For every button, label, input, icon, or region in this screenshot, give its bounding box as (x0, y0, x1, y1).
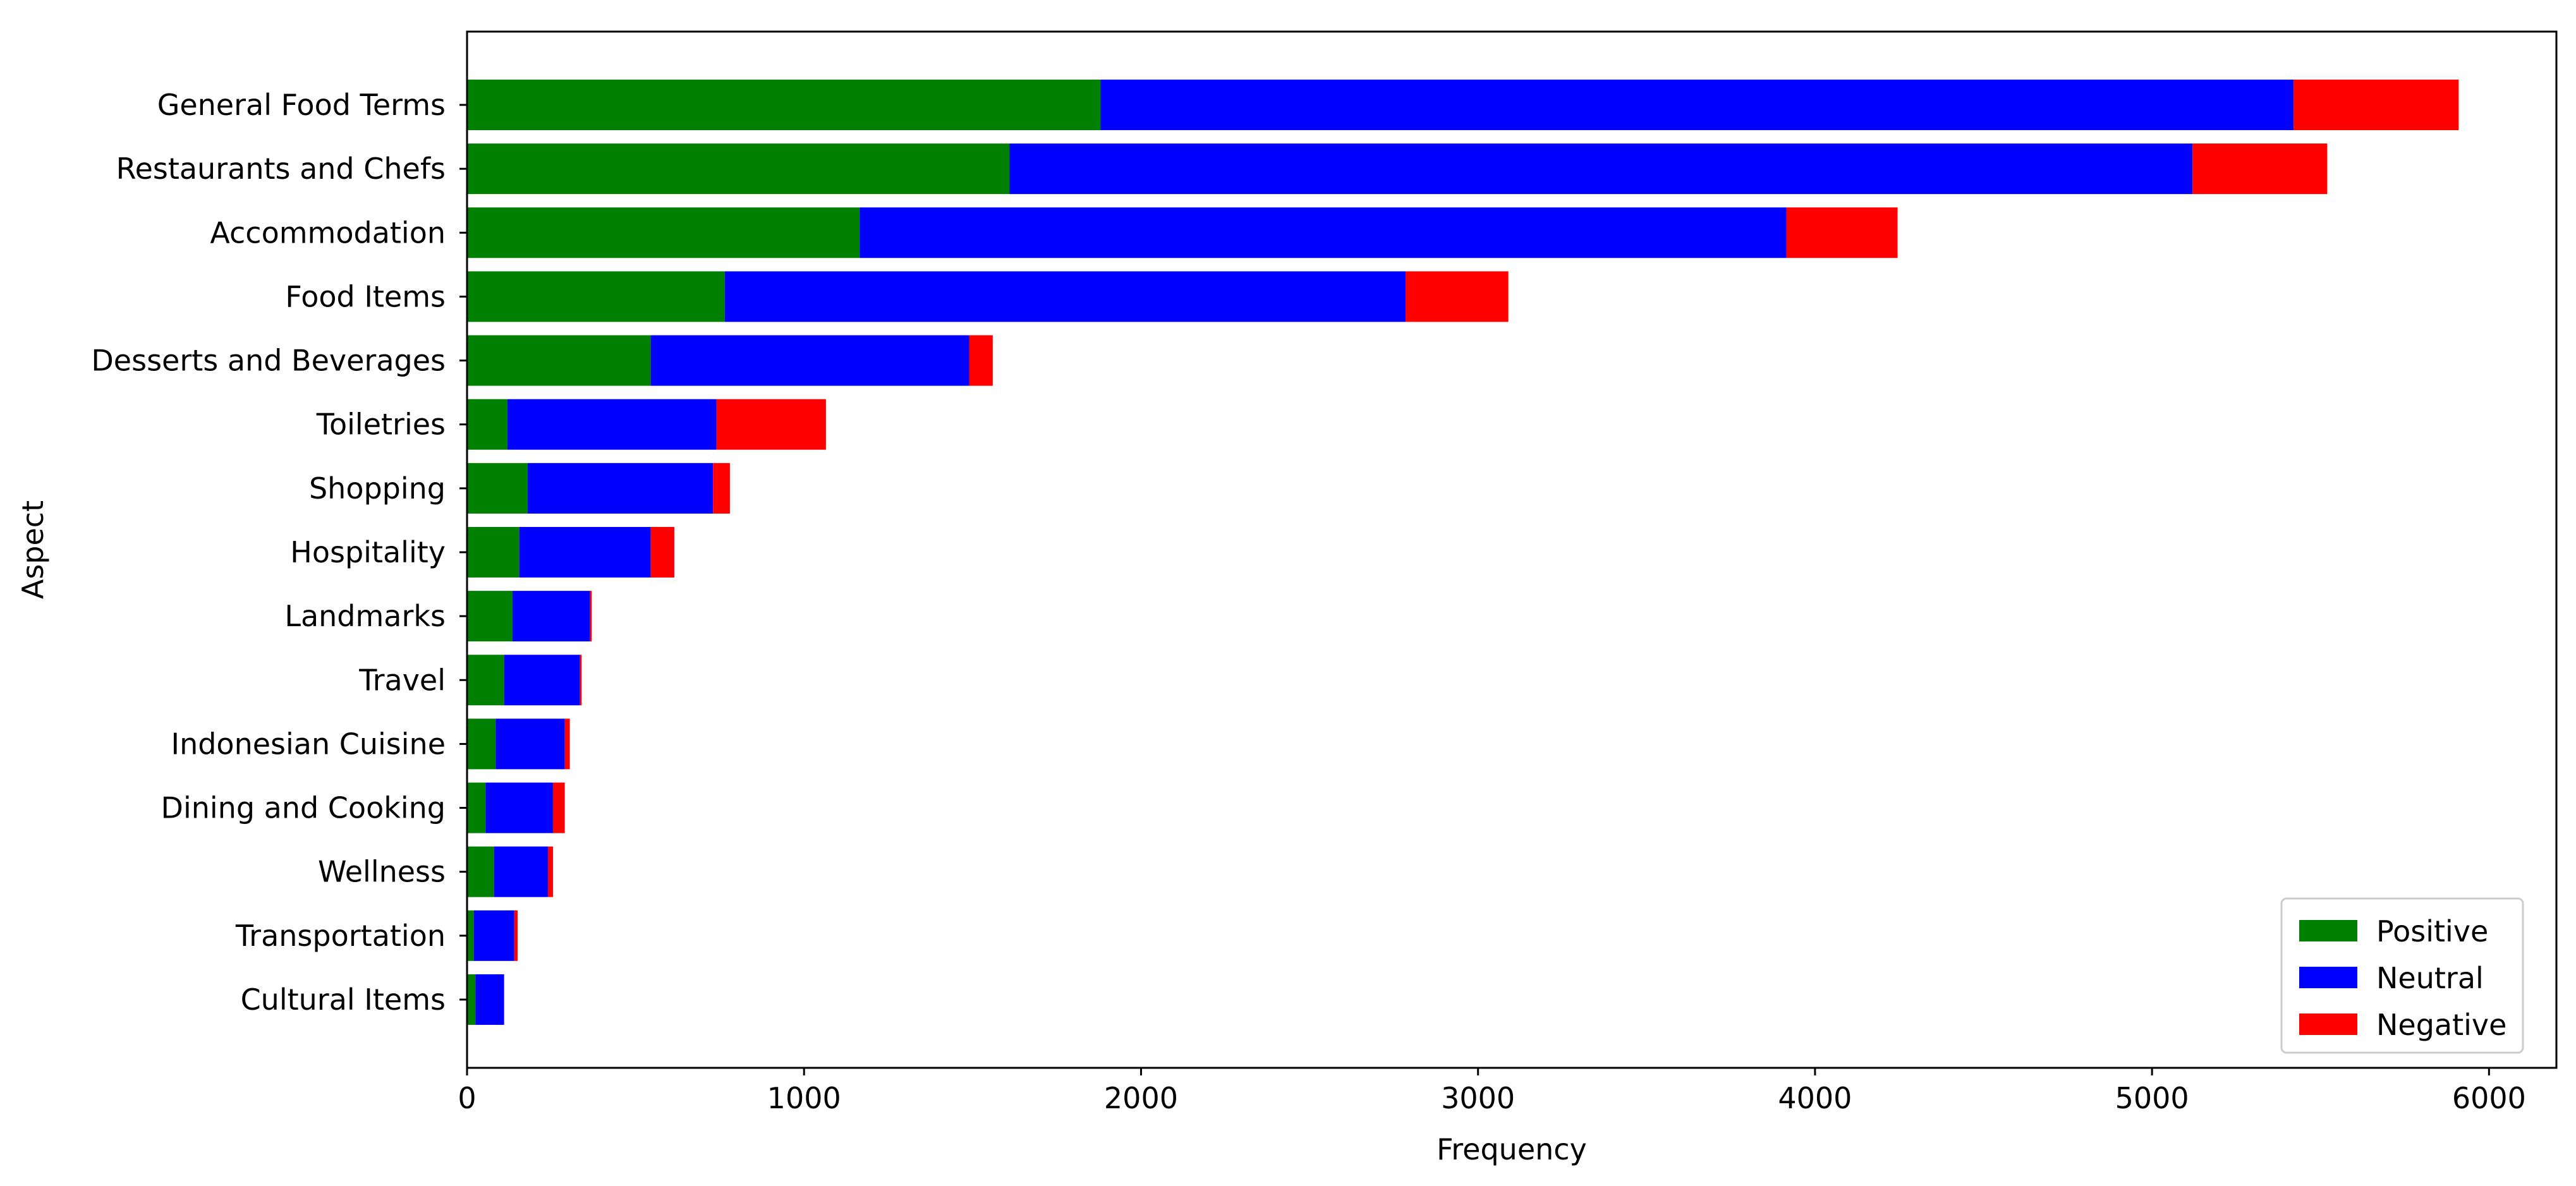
bar-negative (713, 463, 730, 514)
bar-neutral (1009, 143, 2193, 195)
y-tick-label: General Food Terms (157, 88, 446, 122)
y-tick-label: Cultural Items (241, 983, 446, 1017)
y-axis-title: Aspect (16, 500, 50, 599)
bar-neutral (724, 271, 1406, 322)
y-tick-label: Hospitality (290, 535, 446, 569)
bar-positive (467, 335, 651, 386)
bar-neutral (650, 335, 969, 386)
bar-positive (467, 143, 1010, 195)
bar-negative (2293, 80, 2459, 130)
y-tick-label: Dining and Cooking (161, 791, 446, 825)
x-tick-label: 0 (458, 1081, 476, 1115)
x-tick-label: 6000 (2452, 1081, 2526, 1115)
bar-negative (716, 399, 826, 450)
bar-negative (1406, 271, 1509, 322)
bar-positive (467, 655, 504, 706)
bar-neutral (512, 591, 590, 642)
legend: Positive Neutral Negative (2280, 897, 2524, 1054)
bar-neutral (519, 526, 651, 578)
legend-label-positive: Positive (2376, 914, 2488, 948)
bar-negative (564, 718, 570, 770)
x-tick-label: 2000 (1104, 1081, 1178, 1115)
legend-label-neutral: Neutral (2376, 961, 2484, 995)
bar-positive (467, 591, 513, 642)
legend-label-negative: Negative (2376, 1008, 2506, 1042)
y-tick-label: Restaurants and Chefs (116, 152, 446, 186)
legend-swatch-negative (2299, 1014, 2357, 1035)
bars-layer (467, 80, 2459, 1025)
bar-positive (467, 526, 519, 578)
y-tick-label: Travel (358, 663, 446, 697)
bar-positive (467, 846, 494, 897)
y-tick-label: Transportation (235, 919, 446, 953)
x-axis-title: Frequency (1437, 1132, 1587, 1166)
bar-negative (514, 910, 518, 961)
bar-positive (467, 399, 507, 450)
y-tick-label: Landmarks (284, 599, 446, 633)
bar-positive (467, 207, 860, 258)
legend-swatch-positive (2299, 920, 2357, 941)
y-tick-label: Indonesian Cuisine (171, 727, 446, 761)
bar-negative (552, 782, 565, 833)
legend-swatch-neutral (2299, 967, 2357, 988)
bar-neutral (504, 655, 580, 706)
bar-neutral (494, 846, 548, 897)
x-tick-label: 5000 (2115, 1081, 2189, 1115)
y-tick-label: Accommodation (210, 215, 446, 250)
bar-negative (2192, 143, 2328, 195)
x-tick-label: 1000 (767, 1081, 841, 1115)
bar-neutral (475, 974, 504, 1025)
x-tick-label: 4000 (1778, 1081, 1852, 1115)
bar-neutral (495, 718, 565, 770)
bar-positive (467, 974, 476, 1025)
bar-neutral (860, 207, 1787, 258)
bar-positive (467, 718, 496, 770)
bar-positive (467, 782, 486, 833)
y-tick-label: Food Items (285, 279, 446, 313)
bar-neutral (1100, 80, 2294, 130)
bar-positive (467, 80, 1101, 130)
bar-negative (590, 591, 592, 642)
bar-negative (969, 335, 993, 386)
bar-negative (650, 526, 674, 578)
bar-positive (467, 271, 725, 322)
bar-neutral (507, 399, 717, 450)
bar-negative (1786, 207, 1898, 258)
y-tick-label: Shopping (309, 471, 446, 505)
bar-positive (467, 463, 528, 514)
y-tick-label: Toiletries (316, 408, 446, 442)
y-tick-label: Wellness (318, 855, 446, 889)
x-axis: 0 1000 2000 3000 4000 5000 6000 (458, 1068, 2526, 1115)
plot-frame (466, 30, 2558, 1069)
y-tick-label: Desserts and Beverages (91, 344, 446, 378)
bar-negative (547, 846, 553, 897)
bar-negative (580, 655, 582, 706)
y-axis: General Food Terms Restaurants and Chefs A… (91, 88, 467, 1017)
x-tick-label: 3000 (1441, 1081, 1515, 1115)
bar-positive (467, 910, 474, 961)
bar-neutral (473, 910, 514, 961)
bar-neutral (527, 463, 714, 514)
bar-neutral (485, 782, 553, 833)
